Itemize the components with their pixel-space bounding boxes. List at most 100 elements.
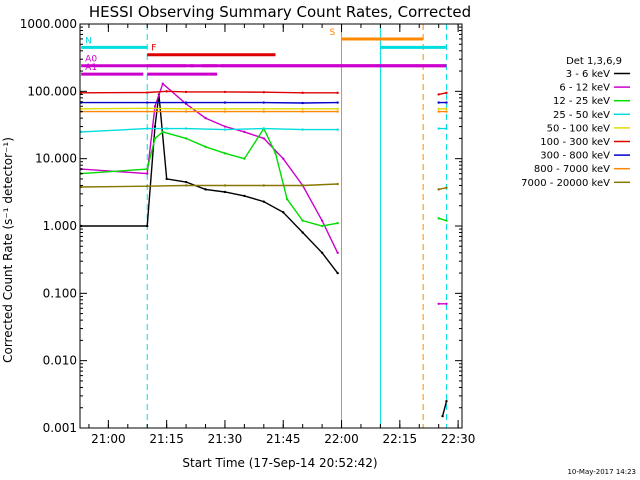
series-point	[184, 101, 188, 104]
y-tick-label: 100.000	[27, 84, 77, 98]
series-point	[243, 194, 246, 198]
y-tick-label: 1000.000	[20, 17, 77, 31]
series-point	[301, 184, 304, 187]
x-axis-label: Start Time (17-Sep-14 20:52:42)	[182, 456, 377, 470]
y-axis-label: Corrected Count Rate (s⁻¹ detector⁻¹)	[1, 137, 15, 363]
series-point	[262, 91, 266, 94]
series-point	[445, 302, 448, 305]
legend-entry-label: 6 - 12 keV	[559, 83, 610, 94]
series-point	[301, 231, 304, 234]
legend-entry-label: 7000 - 20000 keV	[521, 178, 610, 189]
series-point	[146, 110, 149, 113]
series-point	[445, 186, 448, 189]
series-point	[223, 184, 227, 187]
series-point	[262, 107, 266, 111]
flag-label: N	[85, 36, 92, 46]
axes: 1000.000 100.000 10.000 1.000 0.100 0.010 0.00…	[20, 17, 476, 446]
y-tick-label: 10.000	[35, 152, 77, 166]
series-point	[204, 145, 207, 149]
chart-title: HESSI Observing Summary Count Rates, Cor…	[89, 3, 471, 21]
series-point	[146, 101, 149, 104]
series-point	[262, 137, 266, 140]
series-point	[301, 128, 304, 131]
series-point	[282, 211, 285, 214]
series-line	[81, 90, 447, 96]
series-point	[153, 137, 157, 140]
series-point	[146, 224, 149, 228]
series-point	[80, 185, 83, 189]
x-tick-label: 21:45	[266, 432, 301, 446]
series-point	[80, 130, 83, 134]
series-point	[445, 400, 448, 403]
series-point	[445, 127, 448, 130]
series-point	[437, 93, 440, 96]
series-point	[223, 190, 227, 194]
series-point	[184, 180, 188, 184]
series-point	[146, 185, 149, 188]
series-point	[262, 127, 266, 130]
series-point	[320, 251, 324, 254]
series-point	[184, 184, 188, 187]
series-point	[336, 91, 339, 95]
series-line	[81, 127, 447, 227]
series-point	[336, 101, 339, 104]
series-point	[301, 219, 304, 222]
series-point	[437, 302, 440, 305]
series-point	[437, 107, 440, 111]
x-tick-label: 21:30	[208, 432, 243, 446]
series-point	[262, 184, 266, 187]
series-point	[204, 116, 207, 120]
series-point	[336, 251, 339, 254]
series-point	[445, 101, 448, 104]
y-tick-label: 0.100	[43, 286, 77, 300]
series-point	[184, 110, 188, 113]
legend-entry-label: 3 - 6 keV	[566, 69, 610, 80]
series-point	[146, 91, 149, 94]
series-point	[161, 82, 164, 85]
x-tick-label: 21:00	[91, 432, 126, 446]
series-point	[146, 167, 149, 171]
x-tick-label: 21:15	[149, 432, 184, 446]
series-point	[165, 177, 168, 181]
legend-entry-label: 12 - 25 keV	[553, 96, 610, 107]
series-point	[336, 128, 339, 131]
legend: Det 1,3,6,9 3 - 6 keV 6 - 12 keV 12 - 25 k…	[521, 56, 630, 189]
series-point	[161, 130, 164, 134]
legend-entry-label: 800 - 7000 keV	[534, 164, 610, 175]
series-point	[336, 182, 339, 186]
series-point	[301, 107, 304, 111]
series-point	[445, 219, 448, 222]
legend-entry-label: 50 - 100 keV	[547, 123, 611, 134]
series-group	[80, 82, 448, 418]
legend-title: Det 1,3,6,9	[566, 56, 622, 67]
flag-label: A0	[85, 55, 97, 65]
series-point	[274, 152, 277, 155]
series-point	[441, 414, 444, 418]
series-line	[81, 94, 448, 417]
series-point	[204, 188, 207, 191]
series-point	[262, 110, 266, 113]
series-point	[146, 172, 149, 175]
series-point	[223, 128, 227, 131]
series-point	[165, 90, 168, 93]
x-tick-label: 22:30	[441, 432, 476, 446]
series-point	[223, 101, 227, 104]
series-point	[243, 157, 246, 160]
series-point	[262, 101, 266, 104]
generation-date: 10-May-2017 14:23	[567, 468, 636, 476]
series-point	[223, 110, 227, 113]
series-point	[437, 188, 440, 191]
flag-label: F	[151, 44, 156, 54]
series-point	[301, 101, 304, 105]
flag-label: S	[330, 28, 336, 38]
series-point	[301, 91, 304, 95]
series-point	[320, 224, 324, 228]
x-tick-label: 22:00	[324, 432, 359, 446]
series-point	[336, 107, 339, 111]
series-point	[437, 217, 440, 220]
series-point	[223, 152, 227, 155]
series-point	[301, 110, 304, 113]
series-point	[445, 107, 448, 111]
